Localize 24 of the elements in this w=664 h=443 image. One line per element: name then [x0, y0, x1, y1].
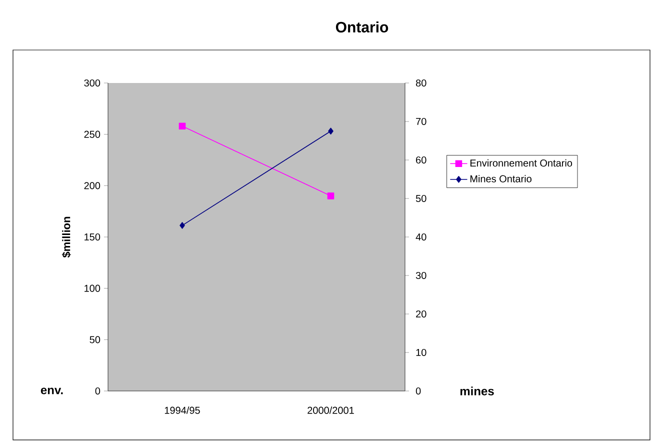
y2-tick-label: 80 [416, 79, 426, 87]
y2-tick-label: 0 [416, 387, 421, 395]
y-tick-label: 0 [95, 387, 100, 395]
y2-tick-label: 60 [416, 156, 426, 164]
y2-tick-label: 20 [416, 310, 426, 318]
legend-label: Mines Ontario [470, 175, 532, 182]
chart-title: Ontario [336, 21, 388, 32]
y-tick-label: 150 [84, 233, 100, 241]
x-tick-label: 1994/95 [164, 406, 200, 414]
y-tick-label: 250 [84, 130, 100, 138]
y2-tick-label: 30 [416, 272, 426, 280]
y-tick-label: 100 [84, 284, 100, 292]
y2-tick-label: 40 [416, 233, 426, 241]
y-tick-label: 200 [84, 182, 100, 190]
y-tick-label: 300 [84, 79, 100, 87]
text: env. [40, 388, 63, 394]
y2-tick-label: 50 [416, 194, 426, 202]
y2-tick-label: 70 [416, 118, 426, 126]
y-tick-label: 50 [90, 336, 100, 344]
y2-tick-label: 10 [416, 348, 426, 356]
legend-label: Environnement Ontario [470, 159, 572, 167]
text: mines [460, 386, 494, 396]
y-axis-title: $million [62, 216, 71, 258]
x-tick-label: 2000/2001 [308, 406, 354, 414]
